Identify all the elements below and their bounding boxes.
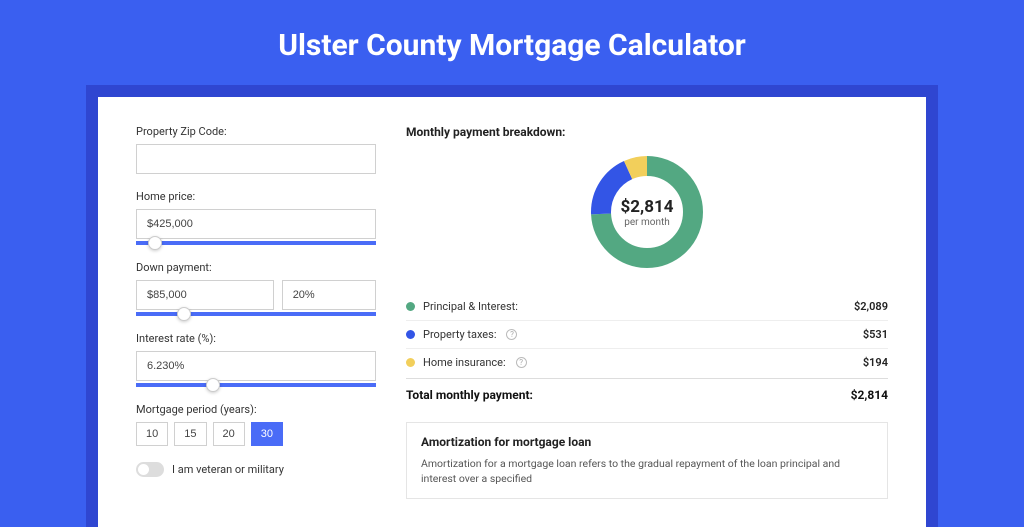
calculator-card: Property Zip Code: Home price: Down paym… <box>98 97 926 527</box>
down-payment-slider-thumb[interactable] <box>177 307 191 321</box>
home-price-slider-thumb[interactable] <box>148 236 162 250</box>
pi-dot-icon <box>406 302 415 311</box>
total-value: $2,814 <box>851 388 888 402</box>
total-row: Total monthly payment: $2,814 <box>406 378 888 402</box>
veteran-toggle[interactable] <box>136 462 164 477</box>
page-title: Ulster County Mortgage Calculator <box>0 0 1024 85</box>
zip-label: Property Zip Code: <box>136 125 376 138</box>
veteran-row: I am veteran or military <box>136 462 376 477</box>
donut-total: $2,814 <box>621 197 674 217</box>
period-label: Mortgage period (years): <box>136 403 376 416</box>
period-button-20[interactable]: 20 <box>213 422 245 446</box>
zip-input[interactable] <box>136 144 376 174</box>
period-button-30[interactable]: 30 <box>251 422 283 446</box>
interest-slider-thumb[interactable] <box>206 378 220 392</box>
legend-row-tax: Property taxes:? $531 <box>406 320 888 348</box>
interest-slider[interactable] <box>136 383 376 387</box>
donut-center: $2,814 per month <box>584 149 710 275</box>
period-field: Mortgage period (years): 1015 2030 <box>136 403 376 446</box>
veteran-toggle-knob <box>138 464 149 475</box>
veteran-label: I am veteran or military <box>172 463 284 476</box>
down-payment-slider[interactable] <box>136 312 376 316</box>
amortization-card: Amortization for mortgage loan Amortizat… <box>406 422 888 499</box>
amortization-title: Amortization for mortgage loan <box>421 435 873 449</box>
period-buttons: 1015 2030 <box>136 422 376 446</box>
interest-input[interactable] <box>136 351 376 381</box>
ins-dot-icon <box>406 358 415 367</box>
home-price-slider[interactable] <box>136 241 376 245</box>
ins-label: Home insurance: <box>423 356 506 369</box>
pi-label: Principal & Interest: <box>423 300 518 313</box>
tax-value: $531 <box>863 328 888 341</box>
breakdown-legend: Principal & Interest: $2,089 Property taxe… <box>406 293 888 376</box>
donut-chart: $2,814 per month <box>584 149 710 275</box>
down-payment-pct-input[interactable] <box>282 280 376 310</box>
ins-help-icon[interactable]: ? <box>516 357 527 368</box>
pi-value: $2,089 <box>854 300 888 313</box>
tax-dot-icon <box>406 330 415 339</box>
down-payment-input[interactable] <box>136 280 274 310</box>
down-payment-field: Down payment: <box>136 261 376 316</box>
breakdown-title: Monthly payment breakdown: <box>406 125 888 139</box>
period-button-15[interactable]: 15 <box>174 422 206 446</box>
ins-value: $194 <box>863 356 888 369</box>
donut-wrap: $2,814 per month <box>406 149 888 275</box>
interest-label: Interest rate (%): <box>136 332 376 345</box>
tax-help-icon[interactable]: ? <box>506 329 517 340</box>
inputs-column: Property Zip Code: Home price: Down paym… <box>136 125 376 499</box>
interest-field: Interest rate (%): <box>136 332 376 387</box>
legend-row-pi: Principal & Interest: $2,089 <box>406 293 888 320</box>
tax-label: Property taxes: <box>423 328 496 341</box>
calculator-outer-card: Property Zip Code: Home price: Down paym… <box>86 85 938 527</box>
home-price-input[interactable] <box>136 209 376 239</box>
home-price-field: Home price: <box>136 190 376 245</box>
donut-sublabel: per month <box>624 217 670 228</box>
period-button-10[interactable]: 10 <box>136 422 168 446</box>
home-price-label: Home price: <box>136 190 376 203</box>
down-payment-label: Down payment: <box>136 261 376 274</box>
amortization-text: Amortization for a mortgage loan refers … <box>421 457 873 486</box>
zip-field: Property Zip Code: <box>136 125 376 174</box>
legend-row-ins: Home insurance:? $194 <box>406 348 888 376</box>
total-label: Total monthly payment: <box>406 388 533 402</box>
breakdown-column: Monthly payment breakdown: $2,814 per mo… <box>406 125 888 499</box>
